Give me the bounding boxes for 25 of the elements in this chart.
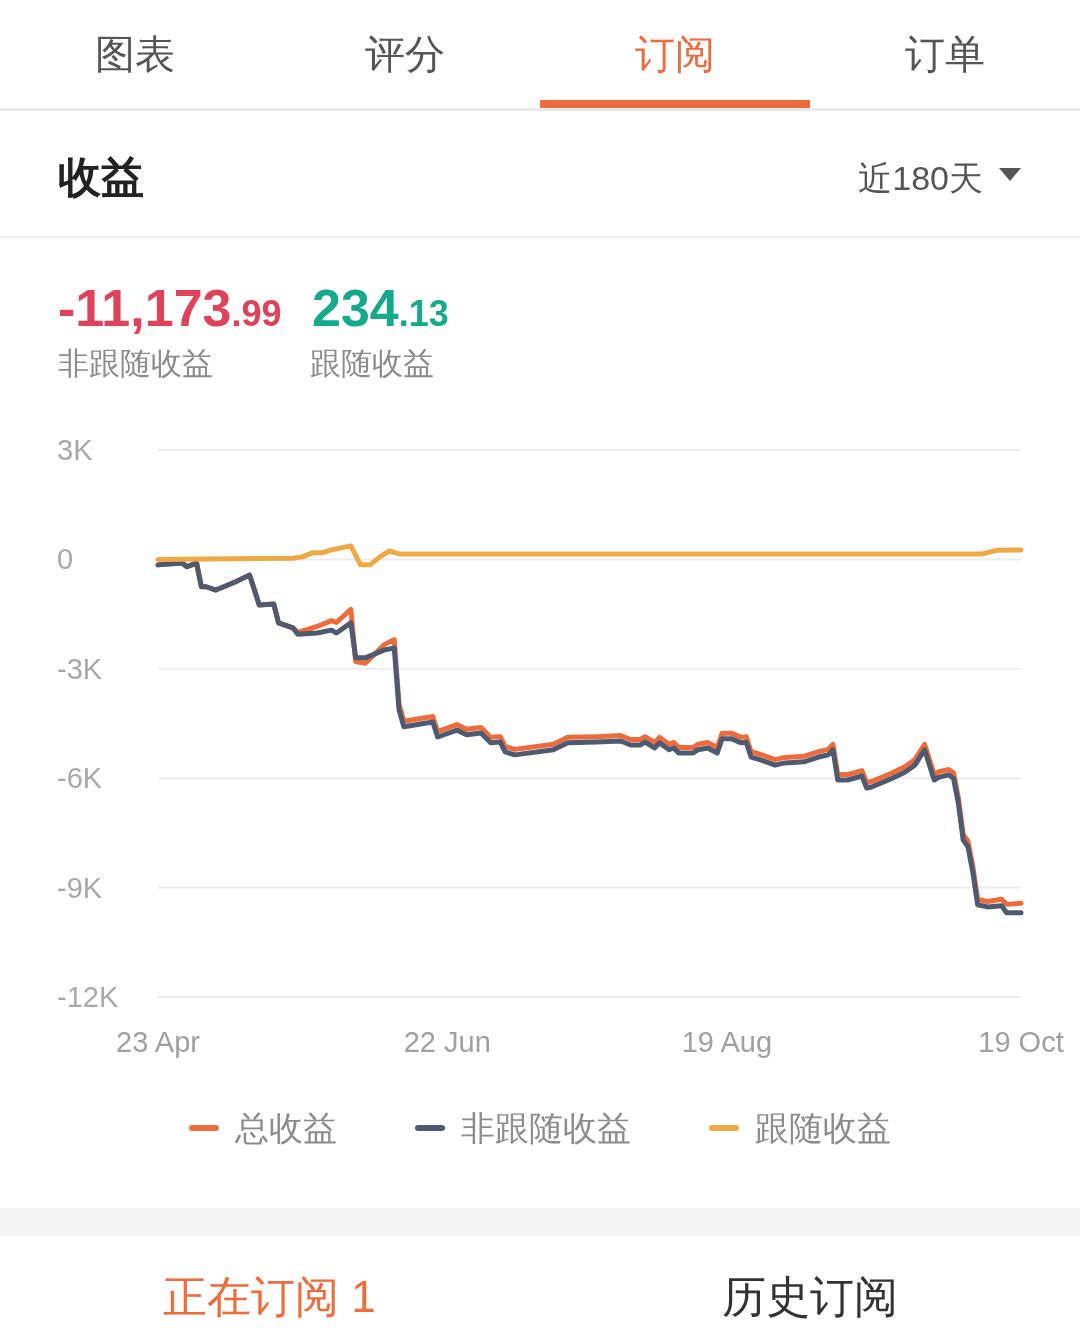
- y-tick-label: -6K: [57, 762, 103, 795]
- x-tick-label: 19 Aug: [681, 1026, 773, 1058]
- legend-label: 非跟随收益: [461, 1109, 631, 1147]
- text: 正在订阅 1: [163, 1272, 376, 1321]
- text: 订阅: [635, 32, 715, 76]
- x-tick-label: 23 Apr: [116, 1026, 201, 1058]
- text: 234.13: [312, 279, 449, 337]
- y-tick-label: -9K: [57, 871, 103, 904]
- text: 历史订阅: [722, 1272, 898, 1321]
- text: 非跟随收益: [58, 346, 213, 381]
- chart-title: 收益: [58, 153, 144, 201]
- text: 近180天: [858, 159, 983, 197]
- text: 图表: [95, 32, 175, 76]
- text: -11,173.99: [58, 279, 282, 337]
- x-tick-label: 19 Oct: [978, 1026, 1064, 1058]
- y-tick-label: -12K: [57, 981, 119, 1013]
- legend-label: 总收益: [234, 1109, 337, 1147]
- legend-label: 跟随收益: [755, 1109, 891, 1147]
- y-tick-label: 0: [57, 543, 74, 576]
- text: 评分: [365, 32, 445, 76]
- x-tick-label: 22 Jun: [403, 1026, 491, 1058]
- y-tick-label: -3K: [57, 652, 103, 685]
- text: 订单: [905, 32, 985, 76]
- y-tick-label: 3K: [57, 434, 94, 466]
- text: 跟随收益: [310, 346, 434, 381]
